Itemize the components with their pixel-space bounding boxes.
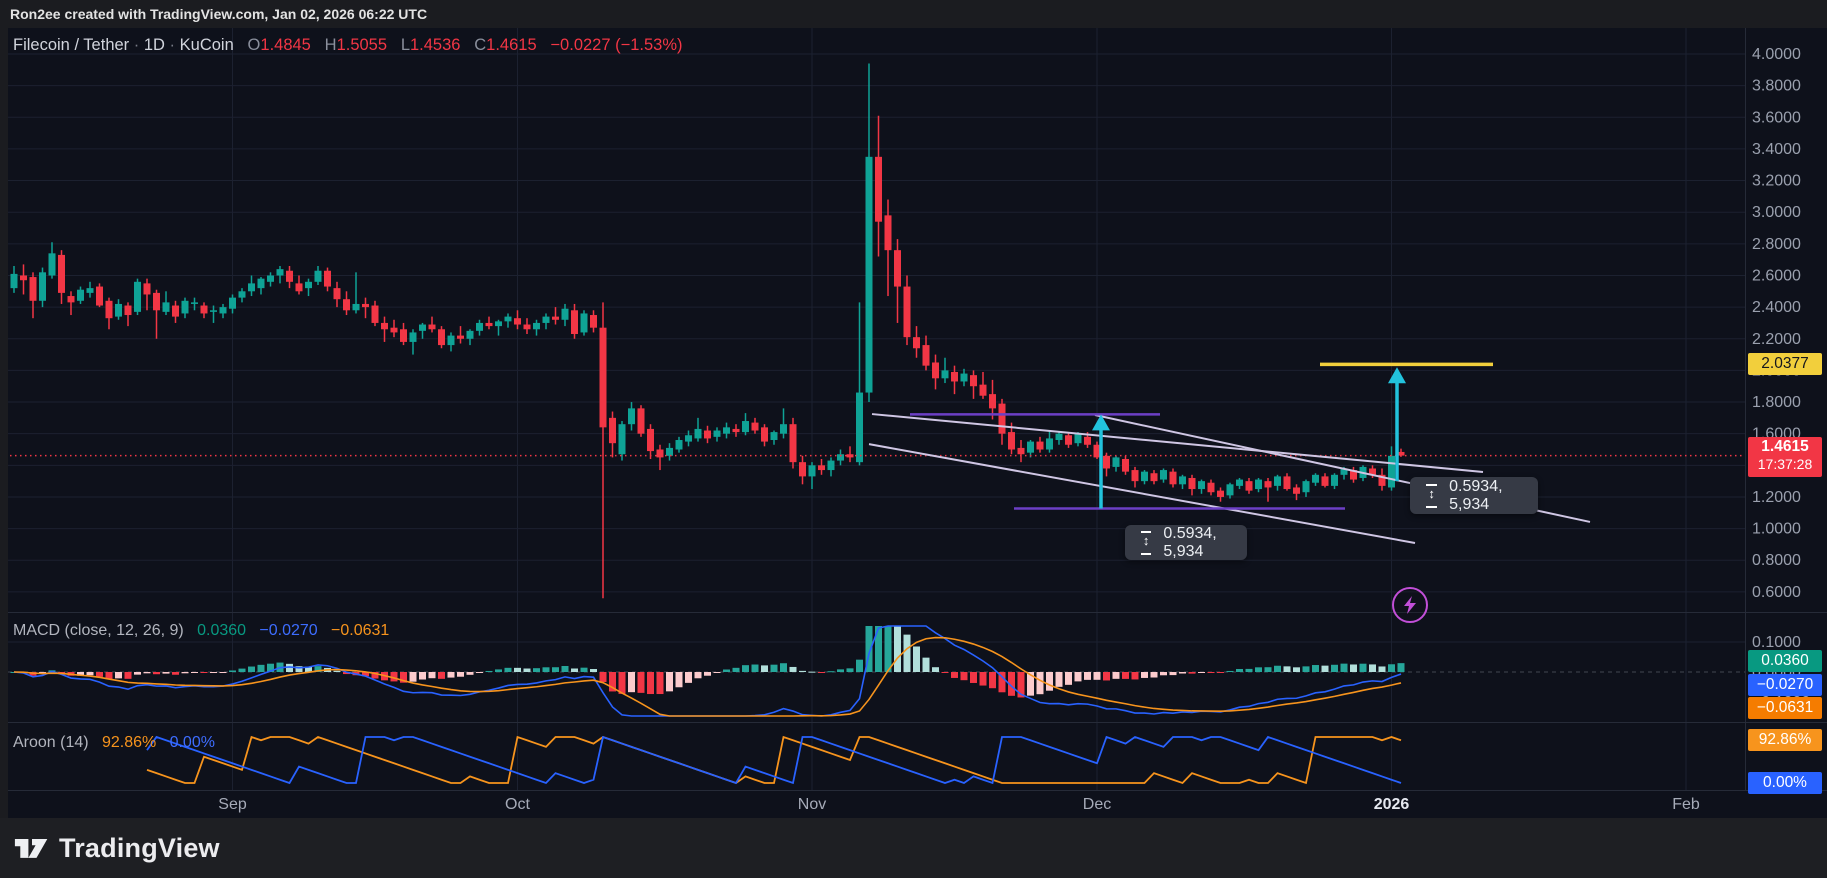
footer-bar: TradingView — [0, 818, 1827, 878]
measure-icon: ↕ — [1426, 483, 1438, 508]
tradingview-brand[interactable]: TradingView — [59, 832, 220, 863]
ohlc-open: 1.4845 — [260, 36, 311, 54]
svg-text:Sep: Sep — [218, 796, 247, 813]
measure-label-1[interactable]: ↕ 0.5934, 5,934 — [1125, 525, 1247, 560]
lightning-icon — [1404, 596, 1416, 614]
svg-text:2.8000: 2.8000 — [1752, 236, 1801, 253]
svg-text:3.2000: 3.2000 — [1752, 173, 1801, 190]
svg-text:3.8000: 3.8000 — [1752, 78, 1801, 95]
svg-text:1.0000: 1.0000 — [1752, 521, 1801, 538]
measure-icon: ↕ — [1141, 530, 1152, 555]
macd-signal-value: −0.0631 — [331, 622, 390, 639]
aroon-up-axis-label: 92.86% — [1748, 729, 1822, 751]
macd-legend[interactable]: MACD (close, 12, 26, 9) 0.0360 −0.0270 −… — [13, 622, 389, 640]
left-margin — [0, 28, 8, 818]
ohlc-high: 1.5055 — [336, 36, 388, 54]
svg-text:3.4000: 3.4000 — [1752, 141, 1801, 158]
yellow-level-axis-label: 2.0377 — [1748, 353, 1822, 375]
svg-text:2.6000: 2.6000 — [1752, 267, 1801, 284]
svg-text:0.1000: 0.1000 — [1752, 634, 1801, 651]
svg-text:Oct: Oct — [505, 796, 530, 813]
macd-hist-value: 0.0360 — [197, 622, 247, 639]
svg-text:2.4000: 2.4000 — [1752, 299, 1801, 316]
svg-text:1.2000: 1.2000 — [1752, 489, 1801, 506]
change-value: −0.0227 (−1.53%) — [550, 36, 683, 54]
lightning-button[interactable] — [1392, 587, 1428, 623]
measure-label-2[interactable]: ↕ 0.5934, 5,934 — [1410, 477, 1538, 514]
aroon-legend[interactable]: Aroon (14) 92.86% 0.00% — [13, 734, 215, 752]
attribution-bar: Ron2ee created with TradingView.com, Jan… — [0, 0, 1827, 28]
macd-line-axis-label: −0.0270 — [1748, 674, 1822, 696]
svg-text:3.0000: 3.0000 — [1752, 204, 1801, 221]
tradingview-logo-icon[interactable] — [14, 832, 50, 864]
symbol-title: Filecoin / Tether — [13, 36, 130, 54]
ohlc-low: 1.4536 — [410, 36, 461, 54]
macd-signal-axis-label: −0.0631 — [1748, 697, 1822, 719]
symbol-legend[interactable]: Filecoin / Tether · 1D · KuCoin O1.4845 … — [13, 36, 683, 54]
macd-line-value: −0.0270 — [259, 622, 318, 639]
svg-text:4.0000: 4.0000 — [1752, 46, 1801, 63]
aroon-down-value: 0.00% — [169, 734, 215, 751]
svg-text:Feb: Feb — [1672, 796, 1700, 813]
svg-text:3.6000: 3.6000 — [1752, 109, 1801, 126]
svg-text:0.6000: 0.6000 — [1752, 584, 1801, 601]
svg-text:1.8000: 1.8000 — [1752, 394, 1801, 411]
aroon-title: Aroon (14) — [13, 734, 89, 751]
last-price-axis-label: 1.4615 17:37:28 — [1748, 437, 1822, 477]
aroon-up-value: 92.86% — [101, 734, 157, 751]
exchange: KuCoin — [179, 36, 234, 54]
aroon-down-axis-label: 0.00% — [1748, 772, 1822, 794]
ohlc-close: 1.4615 — [486, 36, 537, 54]
macd-hist-axis-label: 0.0360 — [1748, 650, 1822, 672]
svg-text:Dec: Dec — [1083, 796, 1111, 813]
svg-text:Nov: Nov — [798, 796, 826, 813]
interval: 1D — [143, 36, 165, 54]
svg-text:0.8000: 0.8000 — [1752, 552, 1801, 569]
bar-countdown: 17:37:28 — [1757, 456, 1813, 472]
svg-text:2.2000: 2.2000 — [1752, 331, 1801, 348]
macd-title: MACD (close, 12, 26, 9) — [13, 622, 184, 639]
svg-text:2026: 2026 — [1374, 796, 1410, 813]
attribution-text: Ron2ee created with TradingView.com, Jan… — [10, 6, 428, 22]
